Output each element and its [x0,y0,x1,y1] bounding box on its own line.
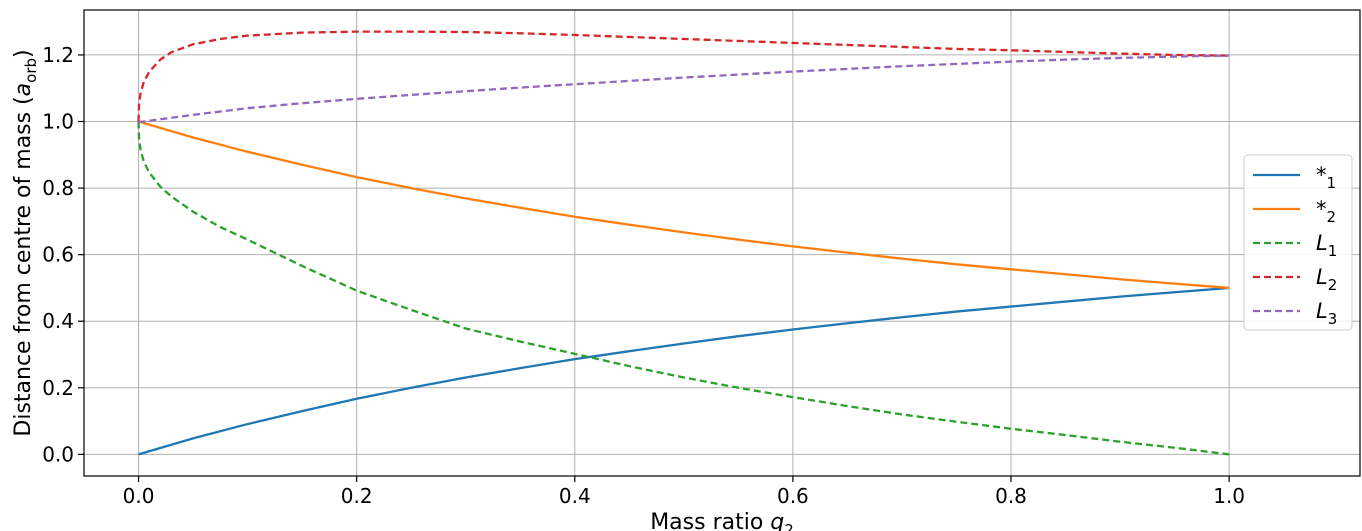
legend: *1 *2 L1 L2 L3 [1243,154,1353,331]
plot-frame [83,9,1361,477]
x-tick-label: 0.4 [559,484,591,508]
x-axis-ticks: 0.0 0.2 0.4 0.6 0.8 1.0 [123,476,1245,508]
legend-label: *1 [1316,163,1336,192]
legend-label: L1 [1316,231,1337,260]
y-tick-label: 0.6 [42,243,74,267]
data-series [137,30,1230,456]
y-tick-label: 1.0 [42,110,74,134]
y-tick-label: 0.0 [42,442,74,466]
legend-label: *2 [1316,197,1336,226]
x-tick-label: 0.8 [995,484,1027,508]
series-line-star2 [138,120,1230,290]
x-tick-label: 0.0 [123,484,155,508]
series-line-L3 [138,54,1230,124]
y-tick-label: 1.2 [42,43,74,67]
y-tick-label: 0.8 [42,176,74,200]
legend-label: L2 [1316,265,1337,294]
y-axis-label: Distance from centre of mass (aorb) [11,49,40,436]
y-tick-label: 0.2 [42,376,74,400]
x-axis-label: Mass ratio q2 [650,510,794,531]
series-line-star1 [138,286,1230,456]
series-line-L1 [137,121,1230,456]
x-tick-label: 1.0 [1213,484,1245,508]
series-line-L2 [137,30,1230,122]
legend-label: L3 [1316,299,1337,328]
y-axis-ticks: 0.0 0.2 0.4 0.6 0.8 1.0 1.2 [42,43,84,466]
x-tick-label: 0.6 [777,484,809,508]
x-tick-label: 0.2 [341,484,373,508]
y-tick-label: 0.4 [42,309,74,333]
